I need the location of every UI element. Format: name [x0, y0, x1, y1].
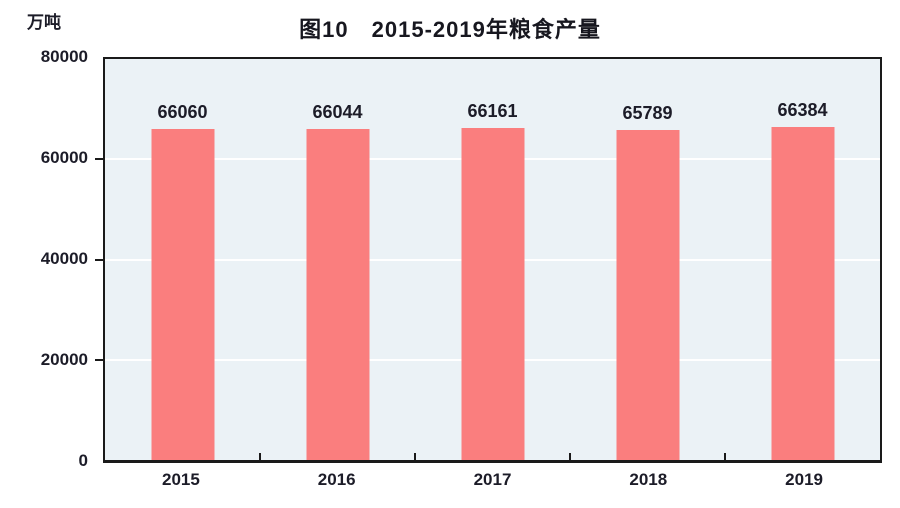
x-axis: 2015 2016 2017 2018 2019	[103, 470, 882, 490]
y-axis-tick-mark	[95, 258, 103, 261]
y-tick-label: 0	[78, 451, 88, 470]
bar-2019	[771, 127, 834, 460]
y-tick-label: 80000	[40, 47, 88, 66]
x-axis-tick-mark	[414, 453, 416, 460]
bar-value-label: 66384	[777, 100, 828, 121]
y-tick-label: 60000	[40, 148, 88, 167]
bar-value-label: 66060	[157, 101, 208, 122]
bar-value-label: 66161	[467, 101, 518, 122]
bar-2017	[461, 128, 524, 460]
bar-2015	[151, 128, 214, 460]
y-axis-unit-label: 万吨	[27, 13, 61, 32]
y-axis-tick-mark	[95, 158, 103, 161]
y-tick-label: 20000	[40, 350, 88, 369]
x-tick-label-2016: 2016	[317, 470, 356, 489]
x-axis-tick-mark	[724, 453, 726, 460]
bar-slot: 66384	[725, 59, 880, 460]
bar-2016	[306, 128, 369, 460]
y-axis: 0 20000 40000 60000 80000	[0, 47, 88, 470]
bar-slot: 66161	[415, 59, 570, 460]
x-tick-label-2019: 2019	[785, 470, 823, 489]
chart-title: 图10 2015-2019年粮食产量	[299, 17, 601, 42]
x-tick-label-2018: 2018	[629, 470, 668, 489]
x-axis-tick-mark	[259, 453, 261, 460]
bar-slot: 66060	[105, 59, 260, 460]
bar-slot: 66044	[260, 59, 415, 460]
y-axis-tick-mark	[95, 358, 103, 361]
bar-value-label: 65789	[622, 103, 673, 124]
plot-area: 66060 66044 66161 65789 66384	[95, 57, 882, 463]
bar-value-label: 66044	[312, 101, 363, 122]
x-axis-tick-mark	[569, 453, 571, 460]
bar-slot: 65789	[570, 59, 725, 460]
bar-2018	[616, 130, 679, 460]
x-tick-label-2015: 2015	[161, 470, 200, 489]
x-tick-label-2017: 2017	[473, 470, 512, 489]
y-tick-label: 40000	[40, 249, 88, 268]
